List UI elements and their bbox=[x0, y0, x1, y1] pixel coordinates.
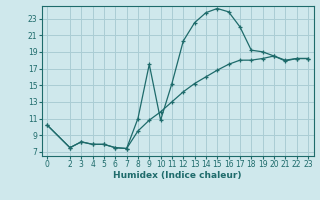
X-axis label: Humidex (Indice chaleur): Humidex (Indice chaleur) bbox=[113, 171, 242, 180]
